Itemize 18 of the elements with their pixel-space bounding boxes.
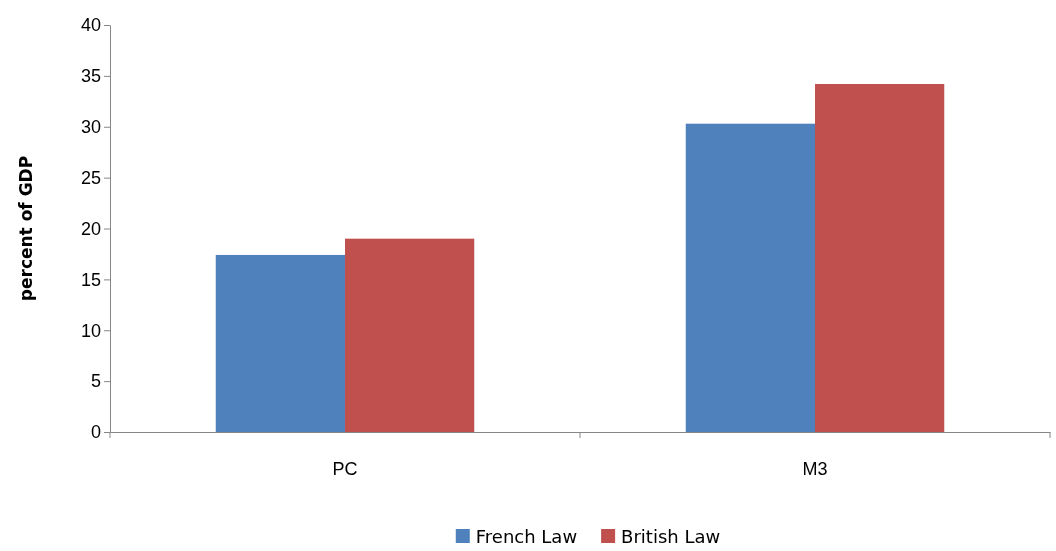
bar	[815, 84, 945, 432]
y-tick-label: 10	[80, 320, 101, 341]
y-tick-label: 0	[90, 422, 101, 443]
y-tick-label: 35	[80, 66, 101, 87]
bar	[215, 254, 345, 432]
x-tick-label: PC	[332, 458, 358, 479]
y-tick-label: 25	[80, 167, 101, 188]
legend-label: British Law	[621, 526, 721, 547]
y-axis-title: percent of GDP	[16, 155, 36, 302]
bar	[345, 238, 475, 432]
y-tick-label: 30	[80, 117, 101, 138]
y-tick-label: 20	[80, 218, 101, 239]
y-tick-label: 5	[90, 371, 101, 392]
y-tick-label: 40	[80, 15, 101, 36]
bar	[685, 123, 815, 432]
x-tick-label: M3	[802, 458, 828, 479]
y-tick-label: 15	[80, 269, 101, 290]
legend-label: French Law	[475, 526, 578, 547]
